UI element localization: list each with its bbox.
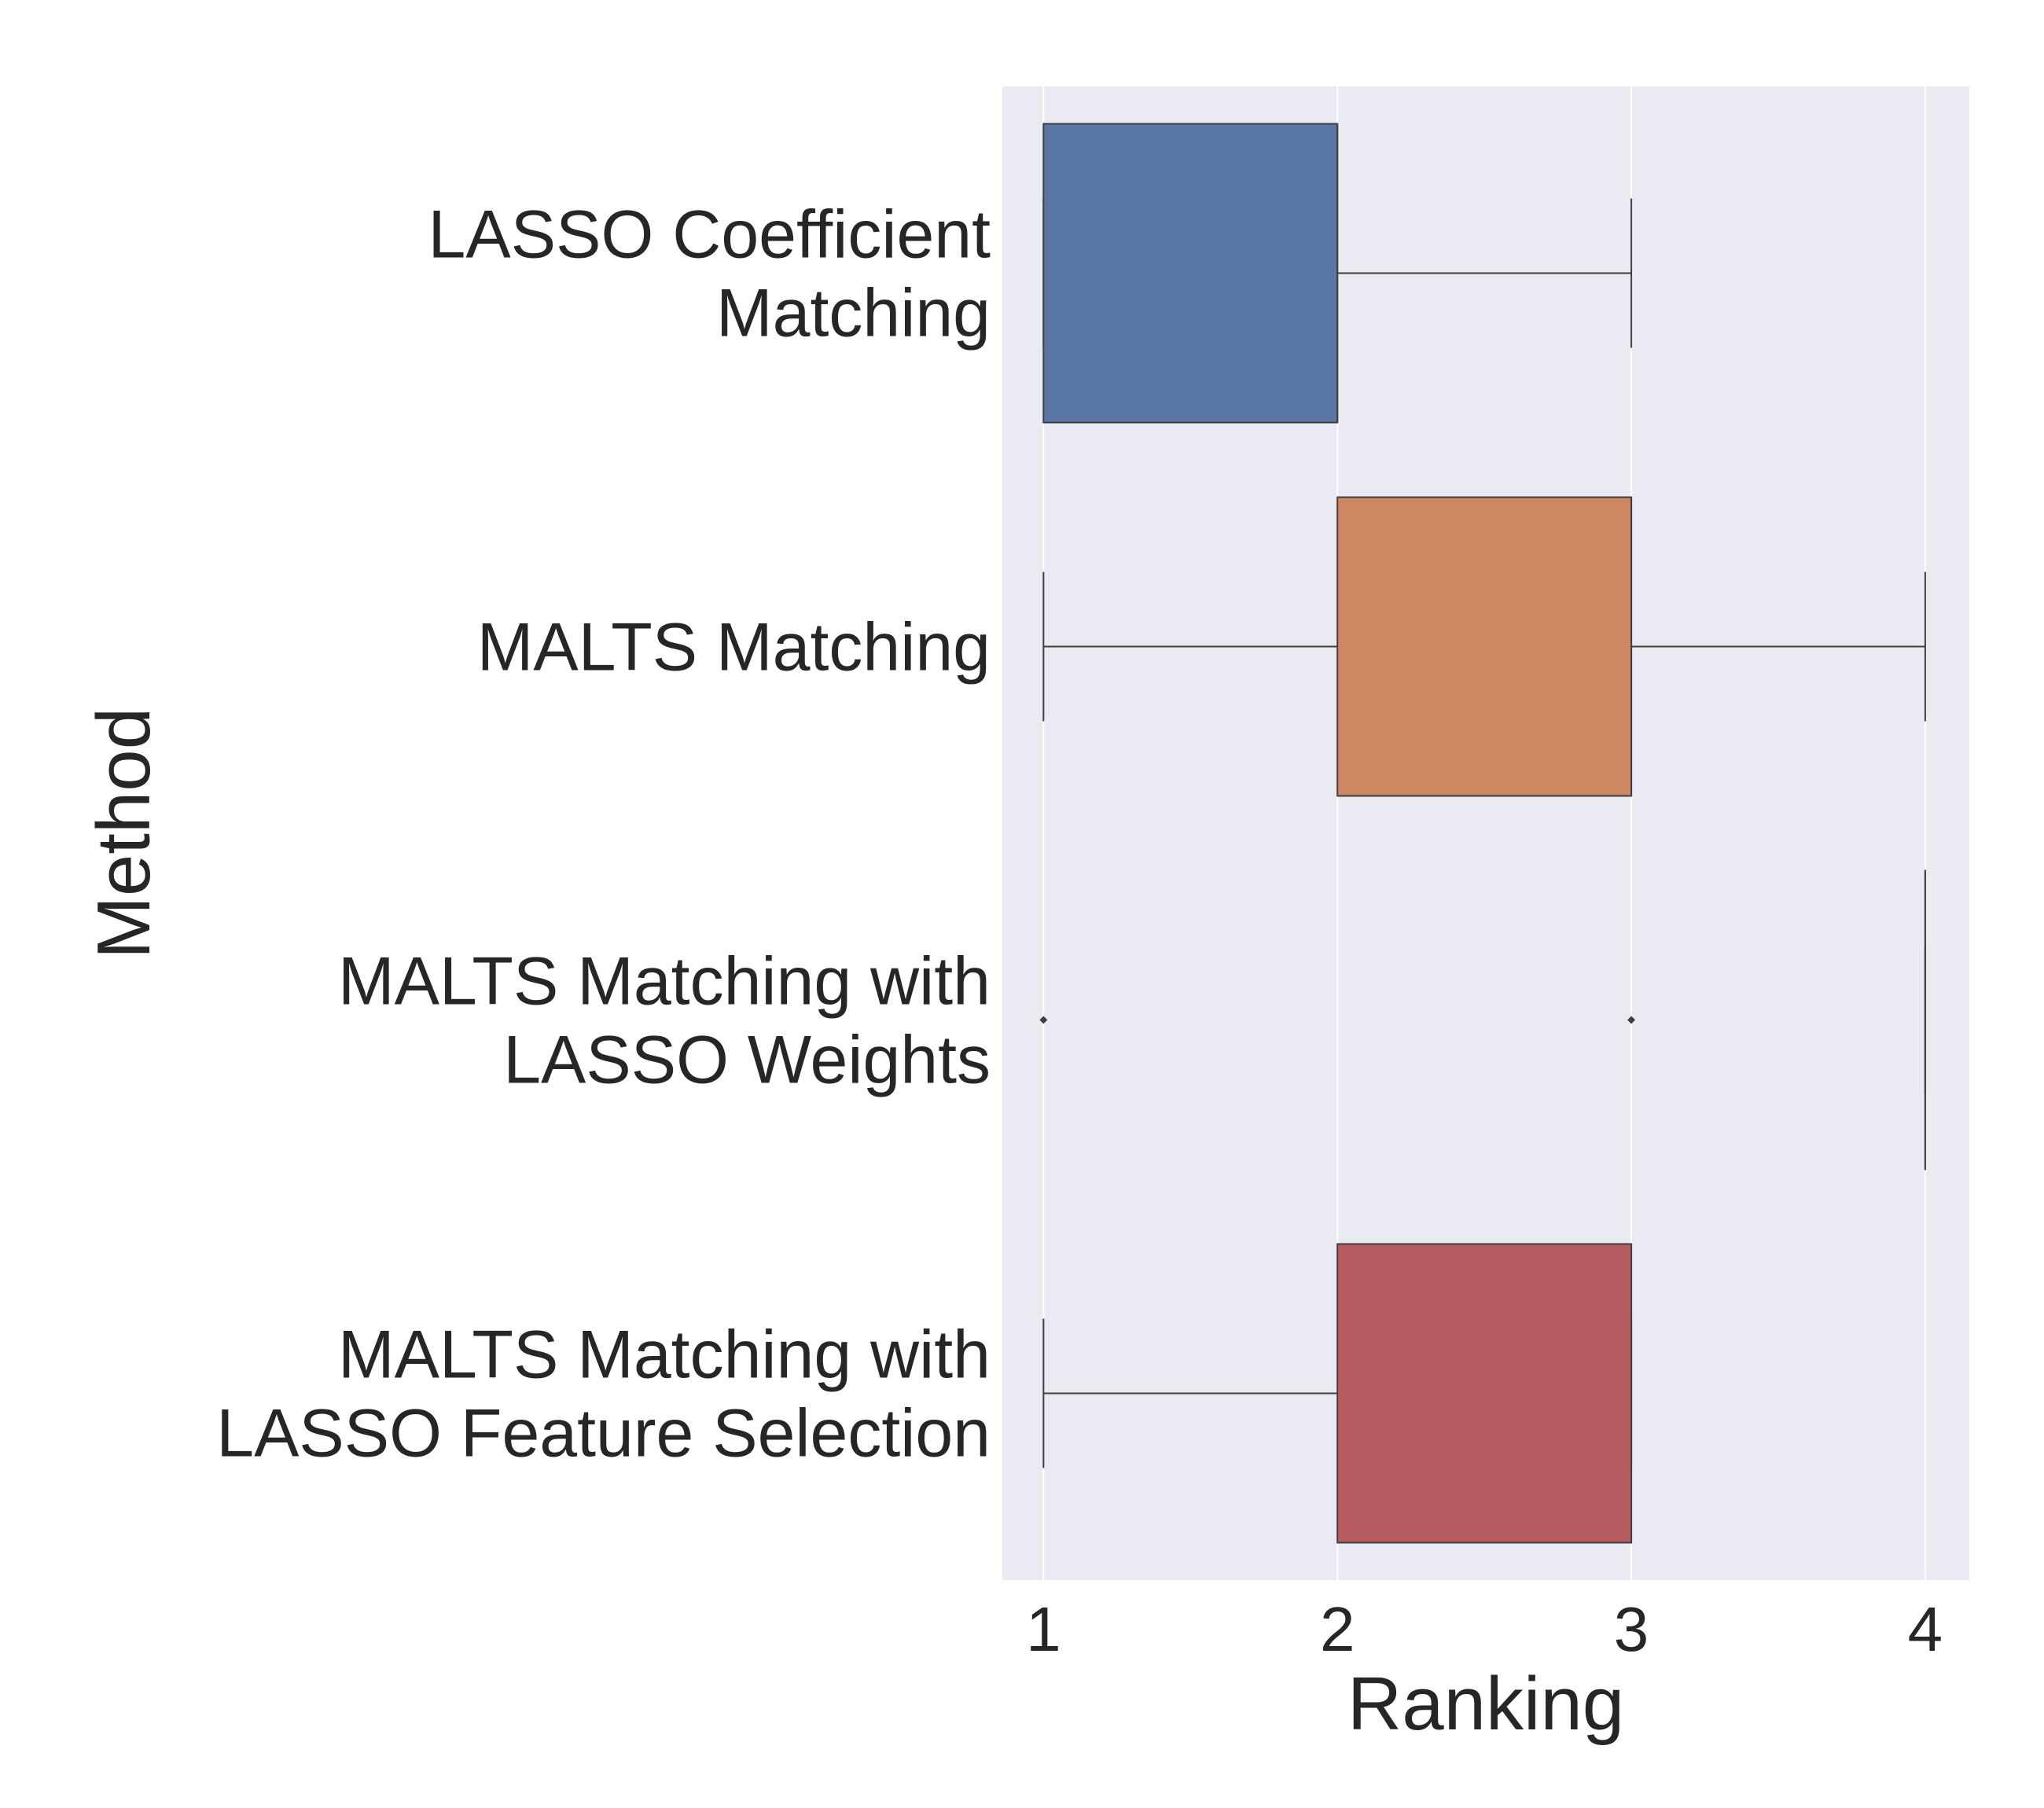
category-label-line: MALTS Matching with — [338, 1317, 991, 1393]
y-axis-label: Method — [82, 707, 166, 959]
outlier-point — [1039, 1016, 1048, 1024]
box-iqr — [1336, 496, 1633, 797]
box-iqr — [1042, 123, 1339, 424]
x-tick-label-3: 3 — [1614, 1594, 1649, 1664]
category-label-line: Matching — [716, 276, 991, 351]
category-label-2: MALTS Matching — [477, 610, 991, 685]
category-label-4: MALTS Matching with LASSO Feature Selecti… — [216, 1317, 991, 1472]
category-label-line: LASSO Weights — [503, 1023, 991, 1098]
box-iqr — [1336, 1243, 1633, 1544]
category-label-line: MALTS Matching — [477, 610, 991, 685]
x-tick-label-1: 1 — [1026, 1594, 1061, 1664]
box-group-3 — [1039, 869, 1926, 1170]
category-label-line: MALTS Matching with — [338, 944, 991, 1020]
box-layer — [1039, 123, 1926, 1544]
category-label-1: LASSO Coefficient Matching — [428, 197, 991, 351]
x-tick-labels: 1 2 3 4 — [1026, 1594, 1943, 1664]
box-group-4 — [1042, 1243, 1633, 1544]
category-label-line: LASSO Coefficient — [428, 197, 991, 273]
x-tick-label-4: 4 — [1908, 1594, 1943, 1664]
x-tick-label-2: 2 — [1320, 1594, 1355, 1664]
x-axis-label: Ranking — [1347, 1662, 1624, 1746]
outlier-point — [1627, 1016, 1636, 1024]
y-category-labels: LASSO Coefficient Matching MALTS Matching M… — [216, 197, 991, 1472]
category-label-line: LASSO Feature Selection — [216, 1396, 991, 1472]
category-label-3: MALTS Matching with LASSO Weights — [338, 944, 991, 1098]
box-group-1 — [1042, 123, 1633, 424]
box-group-2 — [1042, 496, 1926, 797]
